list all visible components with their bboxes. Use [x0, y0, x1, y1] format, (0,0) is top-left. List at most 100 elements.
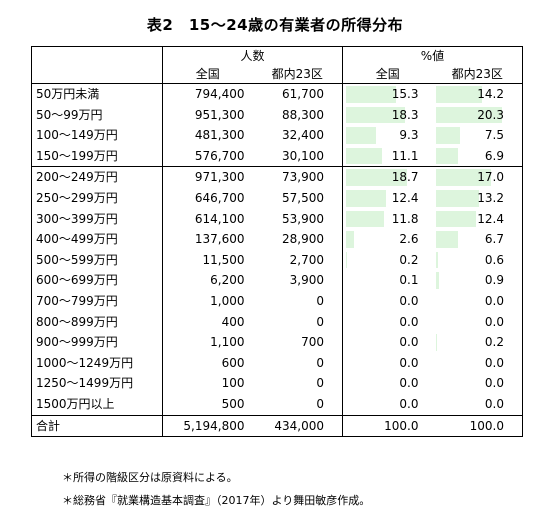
- pct-national-value: 9.3: [399, 128, 419, 143]
- pct-national: 12.4: [343, 188, 433, 209]
- pct-national: 2.6: [343, 229, 433, 250]
- pct-national-bar: [346, 127, 376, 144]
- table-row: 800〜899万円 400 0 0.0 0.0: [31, 311, 523, 333]
- pct-national-bar: [346, 106, 405, 124]
- table-row: 50万円未満 794,400 61,700 15.3 14.2: [31, 82, 523, 105]
- pct-tokyo23: 13.2: [432, 187, 523, 209]
- count-tokyo23: 73,900: [252, 166, 343, 188]
- pct-national: 0.0: [343, 373, 433, 394]
- pct-tokyo23: 0.9: [432, 270, 523, 291]
- pct-tokyo23: 7.5: [432, 125, 523, 146]
- header-row-columns: 全国 都内23区 全国 都内23区: [31, 65, 523, 84]
- pct-tokyo23-value: 17.0: [477, 170, 504, 185]
- pct-tokyo23: 17.0: [432, 166, 523, 188]
- table-row: 400〜499万円 137,600 28,900 2.6 6.7: [31, 229, 523, 250]
- pct-tokyo23: 12.4: [432, 208, 523, 230]
- pct-national-bar: [346, 210, 384, 228]
- pct-tokyo23-value: 13.2: [477, 190, 504, 205]
- table-row: 50〜99万円 951,300 88,300 18.3 20.3: [31, 104, 523, 126]
- count-national: 971,300: [162, 166, 253, 188]
- table-row: 600〜699万円 6,200 3,900 0.1 0.9: [31, 270, 523, 291]
- income-bracket-label: 600〜699万円: [31, 270, 163, 291]
- pct-national-value: 0.0: [399, 314, 419, 329]
- count-national: 576,700: [194, 148, 245, 163]
- total-row: 合計 5,194,800 434,000 100.0 100.0: [31, 414, 523, 438]
- count-tokyo23: 30,100: [252, 145, 343, 167]
- count-national: 6,200: [210, 273, 245, 288]
- pct-tokyo23-value: 14.2: [477, 87, 504, 101]
- pct-tokyo23-value: 7.5: [484, 128, 504, 143]
- count-national: 500: [221, 396, 245, 411]
- pct-tokyo23-bar: [435, 86, 482, 103]
- pct-national: 0.0: [343, 332, 433, 353]
- pct-tokyo23: 0.6: [432, 249, 523, 271]
- pct-national: 15.3: [342, 82, 433, 105]
- income-bracket-label: 400〜499万円: [31, 229, 163, 250]
- pct-national: 11.8: [343, 209, 433, 230]
- total-label: 合計: [31, 414, 163, 438]
- income-bracket-label: 900〜999万円: [31, 332, 163, 353]
- pct-tokyo23-value: 0.0: [484, 355, 504, 370]
- pct-tokyo23-value: 12.4: [477, 211, 504, 226]
- pct-national-value: 11.1: [391, 148, 419, 163]
- count-national: 1,100: [210, 335, 245, 350]
- pct-tokyo23-bar: [435, 272, 439, 289]
- income-bracket-label: 300〜399万円: [31, 208, 163, 230]
- count-tokyo23: 0: [252, 311, 343, 333]
- count-national: 400: [221, 314, 245, 329]
- table-title: 表2 15〜24歳の有業者の所得分布: [146, 16, 404, 34]
- pct-national-value: 0.0: [399, 376, 419, 391]
- pct-tokyo23-value: 0.0: [484, 293, 504, 308]
- count-tokyo23: 32,400: [252, 125, 343, 146]
- pct-tokyo23-bar: [435, 210, 476, 228]
- pct-tokyo23: 6.7: [432, 229, 523, 250]
- pct-tokyo23-bar: [435, 251, 438, 269]
- pct-tokyo23: 0.2: [432, 332, 523, 353]
- pct-national-bar: [346, 86, 396, 103]
- pct-national: 18.3: [343, 105, 433, 126]
- count-tokyo23: 88,300: [252, 104, 343, 126]
- count-national: 600: [221, 355, 245, 370]
- table-row: 900〜999万円 1,100 700 0.0 0.2: [31, 332, 523, 353]
- income-bracket-label: 250〜299万円: [31, 187, 163, 209]
- pct-tokyo23: 20.3: [432, 104, 523, 126]
- pct-national-bar: [346, 251, 347, 269]
- header-group-count: 人数: [162, 46, 343, 65]
- pct-tokyo23-bar: [435, 231, 458, 248]
- header-blank: [31, 46, 163, 65]
- table-row: 1250〜1499万円 100 0 0.0 0.0: [31, 373, 523, 394]
- income-bracket-label: 500〜599万円: [31, 249, 163, 271]
- pct-national-value: 0.0: [399, 396, 419, 411]
- total-count-national: 5,194,800: [162, 414, 253, 438]
- pct-tokyo23: 14.2: [432, 82, 523, 105]
- table-row: 200〜249万円 971,300 73,900 18.7 17.0: [31, 166, 523, 188]
- count-tokyo23: 700: [252, 332, 343, 353]
- header-group-pct: %値: [342, 46, 523, 65]
- header-row-groups: 人数 %値: [31, 46, 523, 65]
- table-row: 700〜799万円 1,000 0 0.0 0.0: [31, 290, 523, 312]
- count-national: 951,300: [194, 107, 245, 122]
- pct-tokyo23-value: 0.0: [484, 314, 504, 329]
- pct-national-value: 18.7: [391, 170, 419, 185]
- income-bracket-label: 800〜899万円: [31, 311, 163, 333]
- pct-national: 0.0: [343, 353, 433, 374]
- pct-tokyo23-bar: [435, 334, 437, 351]
- pct-tokyo23-bar: [435, 169, 491, 186]
- pct-tokyo23-value: 0.9: [484, 273, 504, 288]
- pct-national: 11.1: [343, 146, 433, 167]
- count-tokyo23: 0: [252, 393, 343, 415]
- count-tokyo23: 0: [252, 352, 343, 374]
- table-row: 1500万円以上 500 0 0.0 0.0: [31, 393, 523, 415]
- pct-national-bar: [346, 231, 354, 248]
- count-tokyo23: 53,900: [252, 208, 343, 230]
- pct-national-value: 12.4: [391, 190, 419, 205]
- pct-national-value: 0.2: [399, 252, 419, 267]
- pct-tokyo23-value: 6.9: [484, 148, 504, 163]
- pct-tokyo23: 0.0: [432, 311, 523, 333]
- pct-tokyo23-value: 6.7: [484, 232, 504, 247]
- table-row: 150〜199万円 576,700 30,100 11.1 6.9: [31, 145, 523, 167]
- count-tokyo23: 0: [252, 373, 343, 394]
- income-bracket-label: 100〜149万円: [31, 125, 163, 146]
- total-pct-tokyo23: 100.0: [432, 414, 523, 438]
- table-row: 1000〜1249万円 600 0 0.0 0.0: [31, 352, 523, 374]
